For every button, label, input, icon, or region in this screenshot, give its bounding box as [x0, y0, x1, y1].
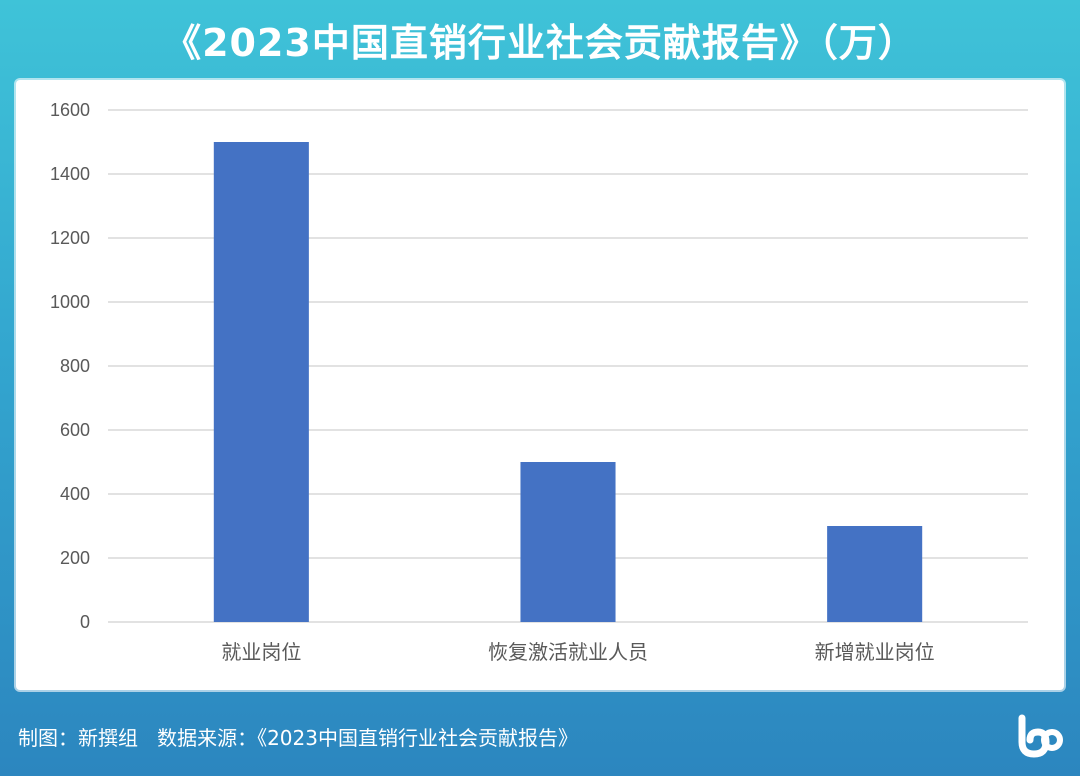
y-tick-label: 600 [60, 420, 90, 440]
chart-title: 《2023中国直销行业社会贡献报告》（万） [163, 21, 917, 65]
y-axis-ticks: 0 200 400 600 800 1000 1200 1400 1600 [50, 100, 90, 632]
x-category-label: 恢复激活就业人员 [488, 640, 648, 664]
footer: 制图：新撰组 数据来源：《2023中国直销行业社会贡献报告》 [18, 722, 578, 751]
y-tick-label: 800 [60, 356, 90, 376]
y-tick-label: 200 [60, 548, 90, 568]
footer-source: 数据来源：《2023中国直销行业社会贡献报告》 [157, 726, 578, 750]
y-tick-label: 1000 [50, 292, 90, 312]
bar [520, 462, 616, 622]
y-tick-label: 0 [80, 612, 90, 632]
bar-chart: 0 200 400 600 800 1000 1200 1400 1600 就业岗位 恢复激活就业… [50, 100, 1028, 664]
x-axis-categories: 就业岗位 恢复激活就业人员 新增就业岗位 [221, 640, 934, 664]
footer-credit: 制图：新撰组 [18, 726, 138, 750]
brand-logo-icon [1018, 714, 1063, 758]
bar [213, 142, 309, 622]
y-tick-label: 1600 [50, 100, 90, 120]
y-tick-label: 1200 [50, 228, 90, 248]
bars [213, 142, 923, 622]
x-category-label: 新增就业岗位 [815, 640, 935, 664]
bar [827, 526, 923, 622]
y-tick-label: 400 [60, 484, 90, 504]
y-tick-label: 1400 [50, 164, 90, 184]
x-category-label: 就业岗位 [221, 640, 301, 664]
chart-panel: 0 200 400 600 800 1000 1200 1400 1600 就业岗位 恢复激活就业… [16, 80, 1064, 690]
